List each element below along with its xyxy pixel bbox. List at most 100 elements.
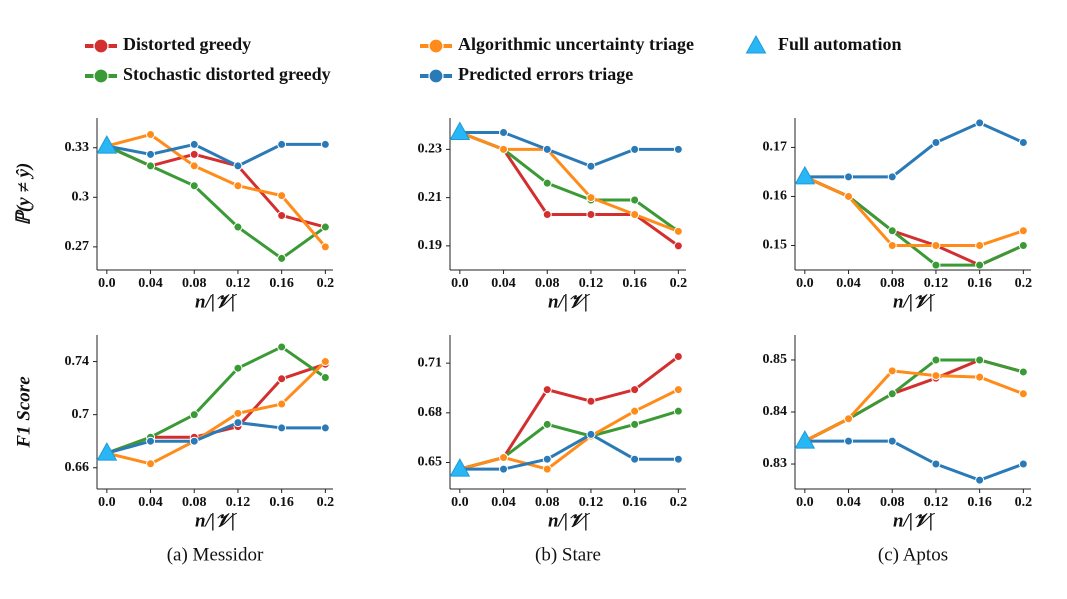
series-line xyxy=(106,345,327,455)
point xyxy=(499,144,509,154)
point xyxy=(1018,367,1028,377)
point xyxy=(887,436,897,446)
legend-label: Predicted errors triage xyxy=(458,64,633,84)
point xyxy=(146,161,156,171)
x-tick-label: 0.04 xyxy=(138,276,163,291)
point xyxy=(673,352,683,362)
point xyxy=(320,357,330,367)
x-tick-label: 0.12 xyxy=(579,495,604,510)
y-tick-label: 0.21 xyxy=(418,190,443,205)
point xyxy=(673,385,683,395)
x-tick-label: 0.08 xyxy=(880,276,905,291)
y-tick-label: 0.15 xyxy=(763,238,788,253)
point xyxy=(931,260,941,270)
x-tick-label: 0.12 xyxy=(579,276,604,291)
x-tick-label: 0.16 xyxy=(967,495,992,510)
point xyxy=(630,454,640,464)
x-axis-label: n/|𝒱| xyxy=(548,291,590,312)
point xyxy=(844,436,854,446)
point xyxy=(673,241,683,251)
point xyxy=(542,464,552,474)
x-tick-label: 0.12 xyxy=(226,495,251,510)
point xyxy=(887,389,897,399)
series-line xyxy=(459,388,680,471)
point xyxy=(320,222,330,232)
y-tick-label: 0.19 xyxy=(418,238,443,253)
x-tick-label: 0.08 xyxy=(182,276,207,291)
panel: 0.27 0.3 0.33 0.0 0.04 0.08 0.12 0.16 0.2 n/|𝒱| ℙ(… xyxy=(13,118,334,312)
point xyxy=(673,406,683,416)
point xyxy=(887,240,897,250)
x-tick-label: 0.0 xyxy=(98,276,116,291)
caption: (b) Stare xyxy=(535,544,601,565)
y-tick-label: 0.7 xyxy=(72,407,90,422)
point xyxy=(794,165,816,185)
point xyxy=(189,436,199,446)
point xyxy=(975,260,985,270)
panel: 0.83 0.84 0.85 0.0 0.04 0.08 0.12 0.16 0.2 n/|𝒱| (… xyxy=(763,335,1032,565)
point xyxy=(1018,459,1028,469)
legend-marker xyxy=(93,68,109,84)
point xyxy=(146,130,156,140)
series-line xyxy=(106,144,326,229)
x-tick-label: 0.16 xyxy=(269,495,294,510)
caption: (c) Aptos xyxy=(878,544,948,565)
point xyxy=(542,210,552,220)
point xyxy=(1018,240,1028,250)
point xyxy=(887,226,897,236)
y-tick-label: 0.68 xyxy=(418,405,443,420)
point xyxy=(320,139,330,149)
point xyxy=(673,226,683,236)
point xyxy=(975,475,985,485)
point xyxy=(233,408,243,418)
x-tick-label: 0.2 xyxy=(1015,276,1033,291)
y-tick-label: 0.33 xyxy=(65,140,90,155)
series-line xyxy=(804,175,1024,247)
point xyxy=(844,191,854,201)
y-tick-label: 0.23 xyxy=(418,142,443,157)
point xyxy=(586,396,596,406)
x-tick-label: 0.12 xyxy=(924,276,949,291)
y-tick-label: 0.27 xyxy=(65,239,90,254)
point xyxy=(542,144,552,154)
point xyxy=(931,240,941,250)
panel: 0.15 0.16 0.17 0.0 0.04 0.08 0.12 0.16 0.2 n/|𝒱| xyxy=(763,118,1033,312)
point xyxy=(887,172,897,182)
panel: 0.19 0.21 0.23 0.0 0.04 0.08 0.12 0.16 0.2 n/|𝒱| xyxy=(418,118,687,312)
point xyxy=(630,144,640,154)
point xyxy=(189,149,199,159)
point xyxy=(630,419,640,429)
legend-marker xyxy=(745,34,767,54)
point xyxy=(887,366,897,376)
x-tick-label: 0.04 xyxy=(491,495,516,510)
point xyxy=(975,118,985,128)
x-tick-label: 0.0 xyxy=(796,495,814,510)
x-tick-label: 0.04 xyxy=(491,276,516,291)
point xyxy=(277,210,287,220)
x-axis-label: n/|𝒱| xyxy=(195,291,237,312)
x-tick-label: 0.2 xyxy=(317,495,335,510)
point xyxy=(542,178,552,188)
legend-label: Stochastic distorted greedy xyxy=(123,64,331,84)
point xyxy=(96,442,118,461)
point xyxy=(630,385,640,395)
legend-label: Full automation xyxy=(778,34,902,54)
x-tick-label: 0.2 xyxy=(317,276,335,291)
legend-marker xyxy=(428,68,444,84)
point xyxy=(499,464,509,474)
point xyxy=(586,210,596,220)
x-axis-label: n/|𝒱| xyxy=(893,291,935,312)
point xyxy=(844,414,854,424)
point xyxy=(233,222,243,232)
point xyxy=(931,138,941,148)
series-line xyxy=(106,421,326,455)
point xyxy=(1018,389,1028,399)
series-line xyxy=(459,130,679,168)
point xyxy=(277,342,287,352)
x-tick-label: 0.08 xyxy=(535,495,560,510)
point xyxy=(320,423,330,433)
point xyxy=(794,430,816,449)
series-line xyxy=(106,132,327,248)
y-tick-label: 0.85 xyxy=(763,352,788,367)
